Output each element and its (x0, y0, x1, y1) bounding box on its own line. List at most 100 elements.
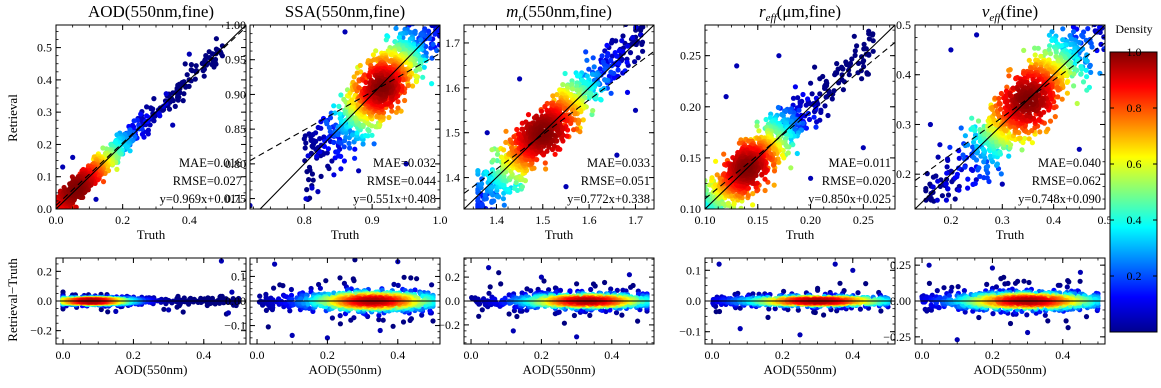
scatter-point-35 (1093, 12, 1098, 17)
scatter-point-10 (861, 46, 867, 52)
scatter-point-16 (945, 192, 952, 198)
scatter-point-5 (310, 177, 316, 183)
scatter-point-20 (211, 64, 217, 70)
scatter-point-11 (930, 189, 936, 195)
y-tick-label: 0.95 (225, 53, 246, 67)
fit-line (250, 52, 440, 162)
scatter-point-249 (597, 96, 604, 102)
scatter-point-61 (180, 98, 186, 104)
scatter-point-7 (309, 171, 315, 177)
x-tick-label: 0.8 (297, 213, 312, 227)
scatter-point-80 (1092, 7, 1097, 12)
scatter-point-75 (624, 59, 630, 65)
one-to-one-line (705, 25, 895, 209)
stat-annotation: RMSE=0.051 (581, 174, 650, 188)
scatter-point-86 (860, 145, 866, 151)
scatter-point-95 (434, 20, 439, 25)
scatter-point-342 (773, 129, 779, 135)
scatter-point-9 (923, 185, 929, 192)
scatter-point-0 (636, 19, 641, 24)
scatter-point-64 (419, 20, 424, 25)
stat-annotation: MAE=0.032 (373, 156, 436, 170)
scatter-point-432 (731, 200, 737, 206)
scatter-point-328 (980, 127, 986, 133)
scatter-point-193 (114, 132, 120, 138)
scatter-point-307 (735, 214, 740, 219)
scatter-point-84 (151, 96, 157, 102)
scatter-point-60 (437, 33, 440, 39)
scatter-point-441 (501, 147, 507, 153)
scatter-point-150 (131, 118, 137, 124)
x-axis-label: Truth (786, 227, 815, 242)
scatter-point-190 (407, 29, 413, 35)
y-tick-label: 0.1 (37, 170, 52, 184)
scatter-point-10 (318, 173, 324, 179)
scatter-point-523 (386, 114, 392, 121)
scatter-point-305 (574, 83, 580, 89)
scatter-point-98 (954, 171, 961, 177)
scatter-points (705, 28, 876, 219)
scatter-point-120 (419, 17, 424, 22)
scatter-point-78 (314, 153, 320, 159)
scatter-point-25 (635, 55, 641, 61)
scatter-point-160 (1088, 69, 1094, 75)
scatter-point-576 (717, 175, 723, 181)
y-label-bottom: Retrieval−Truth (5, 258, 20, 342)
scatter-point-333 (754, 119, 760, 125)
y-tick-label: 0.90 (225, 87, 246, 101)
scatter-point-148 (1060, 26, 1066, 32)
scatter-point-613 (770, 162, 777, 168)
scatter-point-485 (370, 52, 376, 58)
scatter-point-151 (591, 64, 597, 70)
scatter-point-263 (1079, 66, 1085, 72)
plot-frame (55, 24, 247, 210)
scatter-point-223 (794, 150, 800, 157)
scatter-point-83 (166, 106, 173, 112)
scatter-point-497 (1026, 136, 1032, 142)
scatter-point-45 (948, 47, 954, 53)
scatter-point-167 (418, 31, 424, 37)
scatter-point-47 (927, 121, 934, 128)
scatter-point-333 (975, 118, 982, 124)
scatter-point-407 (707, 182, 713, 188)
scatter-point-36 (834, 61, 840, 67)
panel-title: SSA(550nm,fine) (285, 2, 405, 21)
scatter-point-191 (418, 37, 424, 43)
scatter-point-213 (1006, 153, 1012, 159)
scatter-point-41 (949, 169, 955, 175)
scatter-point-18 (640, 48, 646, 54)
scatter-point-441 (1020, 139, 1026, 146)
scatter-point-66 (1074, 19, 1079, 24)
scatter-point-272 (365, 133, 371, 139)
scatter-point-56 (937, 142, 943, 148)
scatter-point-237 (1083, 67, 1089, 73)
scatter-point-164 (789, 114, 795, 121)
scatter-point-12 (639, 41, 645, 48)
scatter-point-780 (761, 167, 767, 173)
scatter-point-60 (822, 85, 828, 91)
scatter-point-52 (817, 76, 823, 82)
scatter-point-102 (599, 53, 605, 59)
scatter-point-375 (754, 123, 760, 129)
scatter-point-139 (1071, 29, 1077, 35)
scatter-point-588 (746, 138, 752, 144)
scatter-point-128 (976, 165, 982, 171)
scatter-point-49 (974, 32, 980, 38)
scatter-point-42 (632, 107, 639, 113)
y-tick-label: 0.20 (680, 100, 701, 114)
scatter-point-296 (420, 74, 426, 80)
scatter-point-92 (614, 60, 620, 66)
scatter-point-146 (584, 57, 590, 63)
scatter-point-6 (870, 48, 876, 54)
scatter-point-26 (627, 50, 634, 56)
scatter-point-249 (396, 34, 402, 41)
scatter-point-203 (1067, 41, 1073, 48)
scatter-point-336 (569, 86, 576, 92)
scatter-point-368 (783, 142, 789, 148)
scatter-point-7 (861, 41, 867, 47)
scatter-point-55 (1101, 34, 1105, 40)
scatter-point-104 (341, 158, 347, 164)
scatter-point-82 (614, 53, 620, 59)
scatter-point-90 (1084, 9, 1089, 14)
panel-veff-fine-top: 0.2 0.3 0.4 0.50.20.30.40.5Truthveff(fine)M… (896, 2, 1113, 242)
